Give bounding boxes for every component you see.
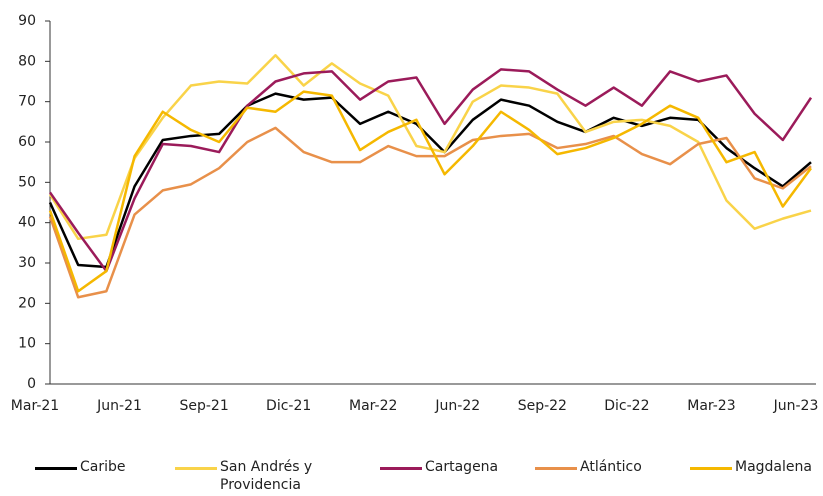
series-line xyxy=(48,126,812,299)
legend-swatch xyxy=(690,467,732,470)
x-tick-label: Mar-23 xyxy=(687,398,735,414)
legend-item: Atlántico xyxy=(535,458,642,476)
series-line xyxy=(48,68,813,273)
chart: 0 10 20 30 40 50 60 70 80 90 Mar-21 Jun-21 Sep-21 Dic… xyxy=(11,13,819,414)
y-tick-label: 80 xyxy=(18,53,36,69)
x-tick-label: Jun-21 xyxy=(96,398,142,414)
x-tick-label: Sep-21 xyxy=(179,398,228,414)
legend-label: Cartagena xyxy=(425,459,499,475)
y-tick-label: 60 xyxy=(18,134,36,150)
x-tick-label: Jun-23 xyxy=(773,398,819,414)
y-tick-label: 50 xyxy=(18,174,36,190)
legend-label: Magdalena xyxy=(735,459,812,475)
y-tick-label: 20 xyxy=(18,295,36,311)
legend-label: Caribe xyxy=(80,459,126,475)
x-tick-label: Dic-21 xyxy=(266,398,311,414)
legend-swatch xyxy=(535,467,577,470)
series-line xyxy=(48,92,812,269)
legend-swatch xyxy=(35,467,77,470)
legend-item: Magdalena xyxy=(690,458,812,476)
legend-swatch xyxy=(380,467,422,470)
legend-item: San Andrés y Providencia xyxy=(175,458,330,494)
y-tick-label: 0 xyxy=(27,376,36,392)
legend-label: Atlántico xyxy=(580,459,642,475)
legend-item: Cartagena xyxy=(380,458,498,476)
y-tick-label: 90 xyxy=(18,13,36,29)
y-tick-label: 40 xyxy=(18,215,36,231)
x-tick-label: Sep-22 xyxy=(518,398,567,414)
x-tick-label: Mar-21 xyxy=(11,398,59,414)
series-line xyxy=(48,90,813,293)
x-tick-label: Dic-22 xyxy=(604,398,649,414)
y-tick-label: 10 xyxy=(18,336,36,352)
y-tick-label: 70 xyxy=(18,94,36,110)
legend-item: Caribe xyxy=(35,458,126,476)
x-tick-label: Jun-22 xyxy=(434,398,480,414)
legend-label: San Andrés y Providencia xyxy=(220,459,313,493)
legend-swatch xyxy=(175,467,217,470)
y-tick-label: 30 xyxy=(18,255,36,271)
x-tick-label: Mar-22 xyxy=(349,398,397,414)
